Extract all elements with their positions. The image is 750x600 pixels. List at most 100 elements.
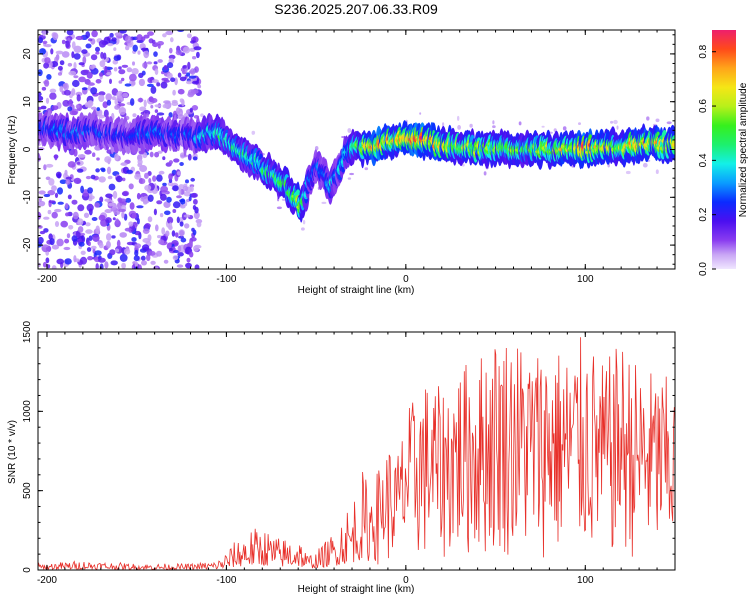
heatmap-cell bbox=[56, 238, 64, 247]
heatmap-cell bbox=[166, 196, 172, 203]
spectrogram-y-axis-label: Frequency (Hz) bbox=[7, 116, 18, 185]
heatmap-cell bbox=[132, 61, 135, 66]
heatmap-cell bbox=[45, 97, 50, 104]
heatmap-cell bbox=[193, 211, 200, 220]
heatmap-cell bbox=[146, 83, 154, 87]
heatmap-cell bbox=[180, 198, 186, 205]
heatmap-cell bbox=[90, 174, 96, 180]
heatmap-cell bbox=[65, 40, 70, 48]
heatmap-cell bbox=[38, 200, 46, 207]
heatmap-cell bbox=[63, 89, 71, 96]
heatmap-cell bbox=[100, 51, 104, 59]
heatmap-cell bbox=[197, 84, 202, 89]
heatmap-cell bbox=[133, 255, 140, 262]
heatmap-cell bbox=[138, 72, 144, 78]
heatmap-cell bbox=[67, 194, 72, 200]
heatmap-cell bbox=[96, 157, 100, 161]
y-tick-label: 1000 bbox=[22, 400, 33, 423]
heatmap-cell bbox=[158, 170, 165, 175]
heatmap-cell bbox=[94, 250, 102, 256]
heatmap-cell bbox=[38, 106, 43, 110]
heatmap-cell bbox=[116, 239, 121, 248]
heatmap-cell bbox=[78, 241, 85, 247]
heatmap-cell bbox=[107, 175, 113, 180]
heatmap-cell bbox=[146, 61, 153, 65]
heatmap-cell bbox=[562, 126, 567, 131]
heatmap-cell bbox=[71, 235, 78, 242]
heatmap-cell bbox=[66, 30, 74, 36]
heatmap-cell bbox=[45, 163, 54, 168]
spectrogram-x-ticks: -200 -100 0 100 bbox=[37, 30, 676, 285]
heatmap-cell bbox=[73, 75, 79, 79]
spectrogram-x-axis-label: Height of straight line (km) bbox=[298, 285, 415, 296]
heatmap-cell bbox=[171, 101, 179, 106]
heatmap-cell bbox=[78, 76, 86, 83]
heatmap-cell bbox=[172, 209, 177, 213]
heatmap-cell bbox=[98, 214, 106, 221]
y-tick-label: 10 bbox=[22, 96, 33, 108]
heatmap-cell bbox=[162, 33, 167, 38]
heatmap-cell bbox=[200, 113, 204, 117]
heatmap-cell bbox=[175, 107, 181, 114]
heatmap-cell bbox=[136, 218, 140, 225]
heatmap-cell bbox=[610, 120, 614, 124]
colorbar-gradient bbox=[712, 30, 736, 269]
heatmap-cell bbox=[671, 143, 675, 147]
heatmap-cell bbox=[68, 99, 73, 107]
heatmap-cell bbox=[136, 205, 144, 209]
heatmap-cell bbox=[148, 178, 152, 184]
heatmap-cell bbox=[82, 56, 87, 65]
colorbar-tick-label: 0.2 bbox=[698, 207, 709, 221]
heatmap-cell bbox=[165, 230, 170, 237]
heatmap-cell bbox=[114, 248, 120, 253]
heatmap-cell bbox=[111, 96, 116, 101]
heatmap-cell bbox=[347, 128, 352, 133]
heatmap-cell bbox=[95, 225, 100, 234]
heatmap-cell bbox=[96, 107, 101, 112]
heatmap-cell bbox=[153, 208, 157, 216]
heatmap-cell bbox=[98, 257, 106, 263]
heatmap-cell bbox=[182, 46, 191, 54]
heatmap-cell bbox=[85, 229, 93, 234]
heatmap-cell bbox=[73, 255, 77, 263]
x-tick-label: 100 bbox=[577, 274, 594, 285]
heatmap-cell bbox=[71, 199, 78, 205]
heatmap-cell bbox=[154, 266, 159, 269]
heatmap-cell bbox=[188, 196, 192, 202]
heatmap-cell bbox=[113, 47, 117, 51]
heatmap-cell bbox=[77, 226, 84, 233]
heatmap-cell bbox=[109, 249, 116, 256]
heatmap-cell bbox=[192, 56, 197, 60]
heatmap-cell bbox=[125, 197, 132, 203]
heatmap-cell bbox=[163, 100, 171, 104]
heatmap-cell bbox=[114, 32, 123, 37]
heatmap-cell bbox=[163, 259, 169, 264]
heatmap-cell bbox=[68, 225, 74, 230]
heatmap-cell bbox=[98, 40, 107, 48]
heatmap-cell bbox=[190, 177, 195, 182]
heatmap-cell bbox=[92, 152, 96, 157]
heatmap-cell bbox=[301, 227, 305, 231]
y-tick-label: 0 bbox=[22, 146, 33, 152]
heatmap-cell bbox=[172, 255, 179, 261]
heatmap-cell bbox=[71, 88, 76, 96]
heatmap-cell bbox=[105, 93, 112, 101]
heatmap-cell bbox=[161, 227, 166, 235]
heatmap-cell bbox=[149, 151, 154, 158]
heatmap-cell bbox=[49, 92, 57, 100]
heatmap-cell bbox=[109, 78, 112, 85]
heatmap-cell bbox=[38, 95, 44, 102]
heatmap-cell bbox=[189, 68, 196, 75]
heatmap-cell bbox=[177, 88, 185, 95]
heatmap-cell bbox=[148, 250, 156, 256]
heatmap-cell bbox=[137, 264, 142, 269]
heatmap-cell bbox=[126, 67, 133, 73]
x-tick-label: 0 bbox=[403, 274, 409, 285]
heatmap-cell bbox=[163, 201, 171, 209]
heatmap-cell bbox=[44, 57, 51, 64]
heatmap-cell bbox=[189, 107, 193, 113]
heatmap-cell bbox=[155, 224, 159, 232]
heatmap-cell bbox=[347, 177, 352, 180]
heatmap-cell bbox=[138, 178, 146, 185]
